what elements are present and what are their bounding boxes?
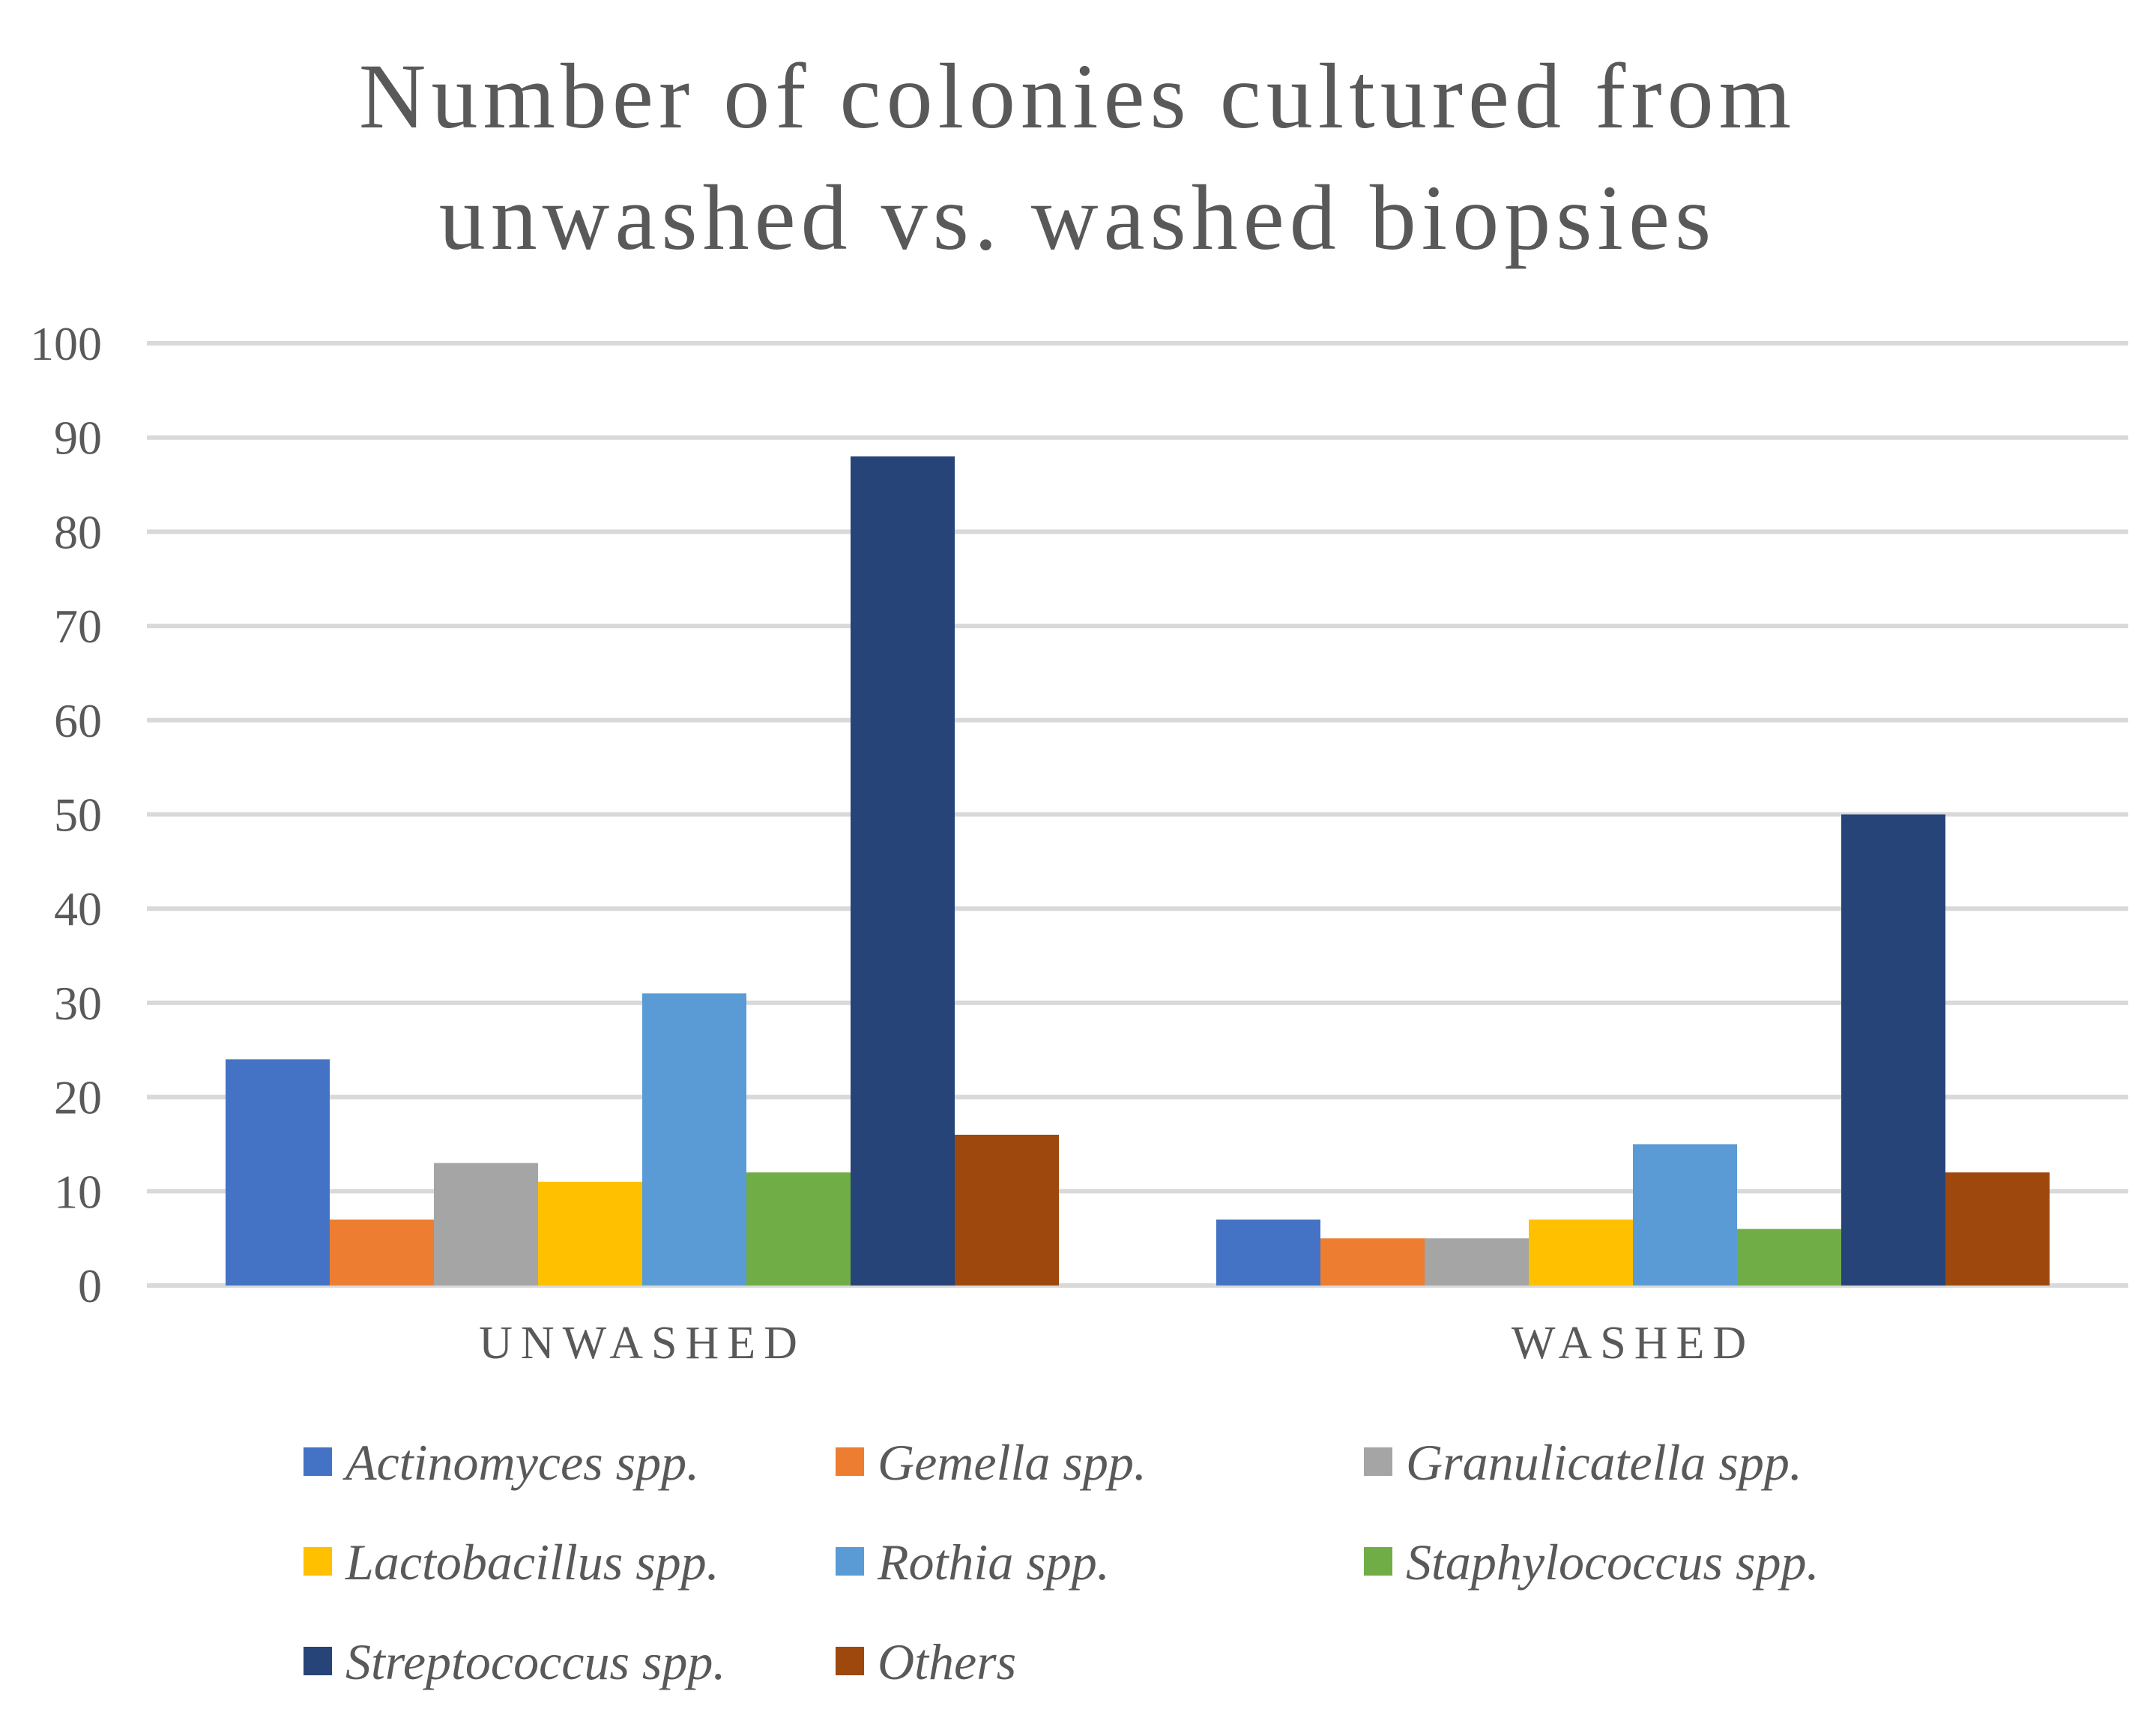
bar-unwashed-series-4 — [642, 993, 746, 1286]
y-tick-label: 50 — [54, 789, 102, 842]
legend-label: Gemella spp. — [878, 1434, 1147, 1491]
legend-swatch — [304, 1547, 332, 1576]
legend-item: Rothia spp. — [836, 1534, 1110, 1591]
y-tick-label: 20 — [54, 1071, 102, 1124]
legend-label: Actinomyces spp. — [342, 1434, 699, 1491]
y-tick-label: 30 — [54, 977, 102, 1030]
legend-label: Streptococcus spp. — [345, 1633, 725, 1690]
bar-washed-series-2 — [1425, 1238, 1529, 1286]
bar-washed-series-4 — [1633, 1144, 1737, 1286]
bar-washed-series-3 — [1529, 1220, 1633, 1286]
legend-swatch — [1364, 1547, 1392, 1576]
y-tick-label: 40 — [54, 882, 102, 935]
bar-unwashed-series-6 — [851, 456, 955, 1286]
bar-unwashed-series-5 — [746, 1172, 851, 1286]
y-tick-label: 80 — [54, 505, 102, 558]
bar-unwashed-series-1 — [330, 1220, 434, 1286]
bar-washed-series-5 — [1737, 1229, 1841, 1286]
y-tick-label: 60 — [54, 694, 102, 747]
legend-swatch — [836, 1447, 864, 1476]
legend-label: Others — [878, 1633, 1016, 1690]
legend-swatch — [304, 1647, 332, 1675]
legend-swatch — [1364, 1447, 1392, 1476]
legend-item: Staphylococcus spp. — [1364, 1534, 1819, 1591]
bars — [226, 456, 2050, 1286]
bar-washed-series-0 — [1216, 1220, 1320, 1286]
y-tick-label: 100 — [30, 317, 102, 370]
bar-unwashed-series-0 — [226, 1059, 330, 1286]
chart-title-line-1: Number of colonies cultured from — [359, 45, 1796, 148]
bar-unwashed-series-7 — [955, 1134, 1059, 1286]
legend-item: Lactobacillus spp. — [304, 1534, 719, 1591]
bar-unwashed-series-3 — [538, 1181, 642, 1286]
x-category-label: UNWASHED — [479, 1318, 806, 1369]
chart-title-line-2: unwashed vs. washed biopsies — [439, 166, 1716, 269]
y-tick-label: 90 — [54, 412, 102, 465]
legend-swatch — [304, 1447, 332, 1476]
legend-swatch — [836, 1647, 864, 1675]
x-category-label: WASHED — [1512, 1318, 1754, 1369]
legend-item: Gemella spp. — [836, 1434, 1147, 1491]
legend-item: Granulicatella spp. — [1364, 1434, 1802, 1491]
y-tick-label: 70 — [54, 600, 102, 653]
gridlines — [147, 341, 2128, 1288]
y-tick-label: 10 — [54, 1165, 102, 1218]
y-axis-tick-labels: 0 10 20 30 40 50 60 70 80 90 100 — [30, 317, 102, 1312]
bar-washed-series-6 — [1841, 814, 1945, 1286]
legend-label: Granulicatella spp. — [1406, 1434, 1802, 1491]
legend-label: Staphylococcus spp. — [1406, 1534, 1819, 1591]
legend-swatch — [836, 1547, 864, 1576]
legend-label: Lactobacillus spp. — [345, 1534, 719, 1591]
bar-washed-series-7 — [1945, 1172, 2050, 1286]
bar-unwashed-series-2 — [434, 1163, 538, 1286]
legend-item: Actinomyces spp. — [304, 1434, 699, 1491]
y-tick-label: 0 — [78, 1259, 102, 1312]
x-axis-category-labels: UNWASHED WASHED — [479, 1318, 1754, 1369]
legend-item: Others — [836, 1633, 1016, 1690]
legend: Actinomyces spp. Gemella spp. Granulicatel… — [304, 1434, 1819, 1690]
chart-title: Number of colonies cultured from unwashe… — [359, 45, 1796, 269]
legend-item: Streptococcus spp. — [304, 1633, 725, 1690]
bar-washed-series-1 — [1320, 1238, 1425, 1286]
legend-label: Rothia spp. — [877, 1534, 1110, 1591]
